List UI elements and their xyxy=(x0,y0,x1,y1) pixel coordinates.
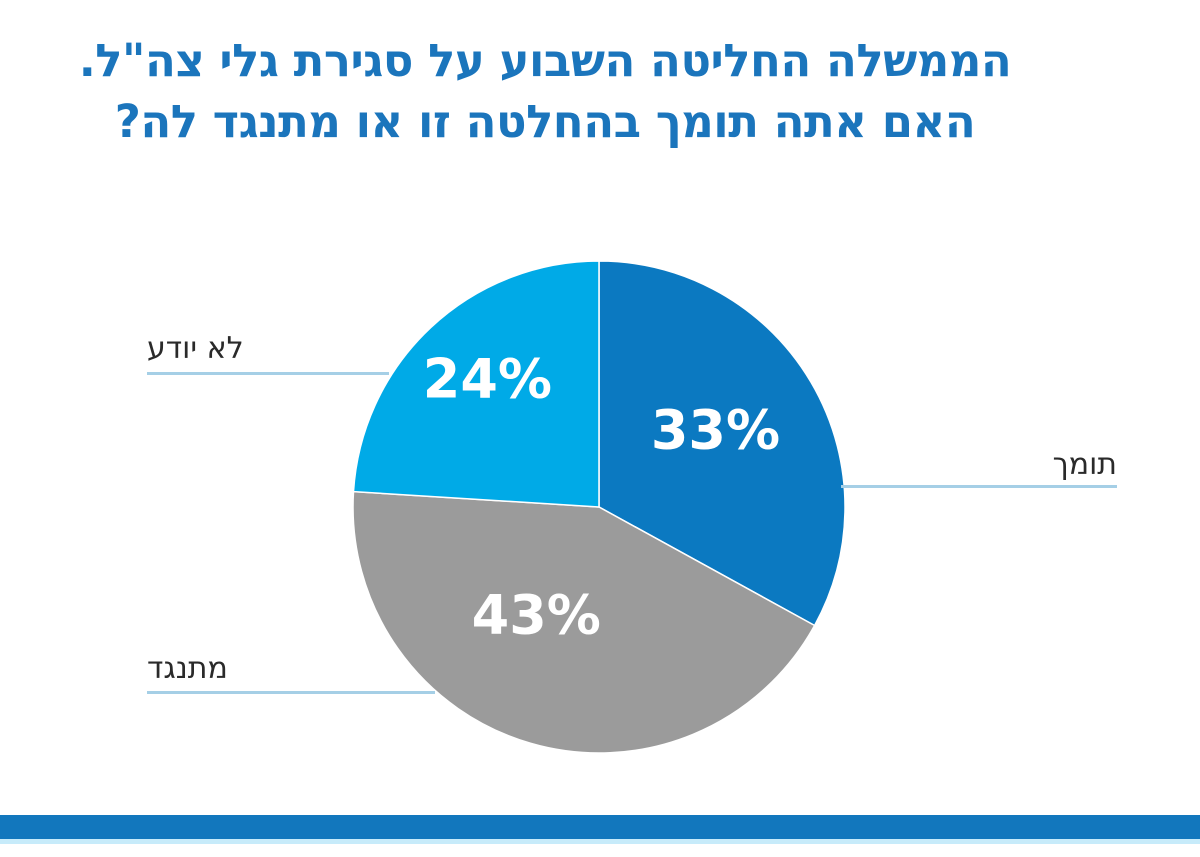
pie-slice-0 xyxy=(598,260,846,627)
callout-label-dont-know: לא יודע xyxy=(147,331,244,366)
leader-line-oppose xyxy=(147,691,435,694)
pie-value-label-support: 33% xyxy=(650,398,781,462)
pie-slice-2 xyxy=(352,260,600,508)
pie-value-label-oppose: 43% xyxy=(471,583,601,647)
callout-label-oppose: מתנגד xyxy=(147,651,228,686)
chart-title-line-1: הממשלה החליטה השבוע על סגירת גלי צה"ל. xyxy=(78,34,1012,87)
leader-line-support xyxy=(841,485,1117,488)
chart-title-line-2: האם אתה תומך בהחלטה זו או מתנגד לה? xyxy=(114,95,976,148)
chart-title: הממשלה החליטה השבוע על סגירת גלי צה"ל. ה… xyxy=(45,30,1045,152)
footer-accent-bar xyxy=(0,815,1200,844)
callout-label-support: תומך xyxy=(1052,447,1117,482)
pie-value-label-dont-know: 24% xyxy=(422,347,553,411)
pie-slice-1 xyxy=(352,490,816,754)
leader-line-dont-know xyxy=(147,372,389,375)
